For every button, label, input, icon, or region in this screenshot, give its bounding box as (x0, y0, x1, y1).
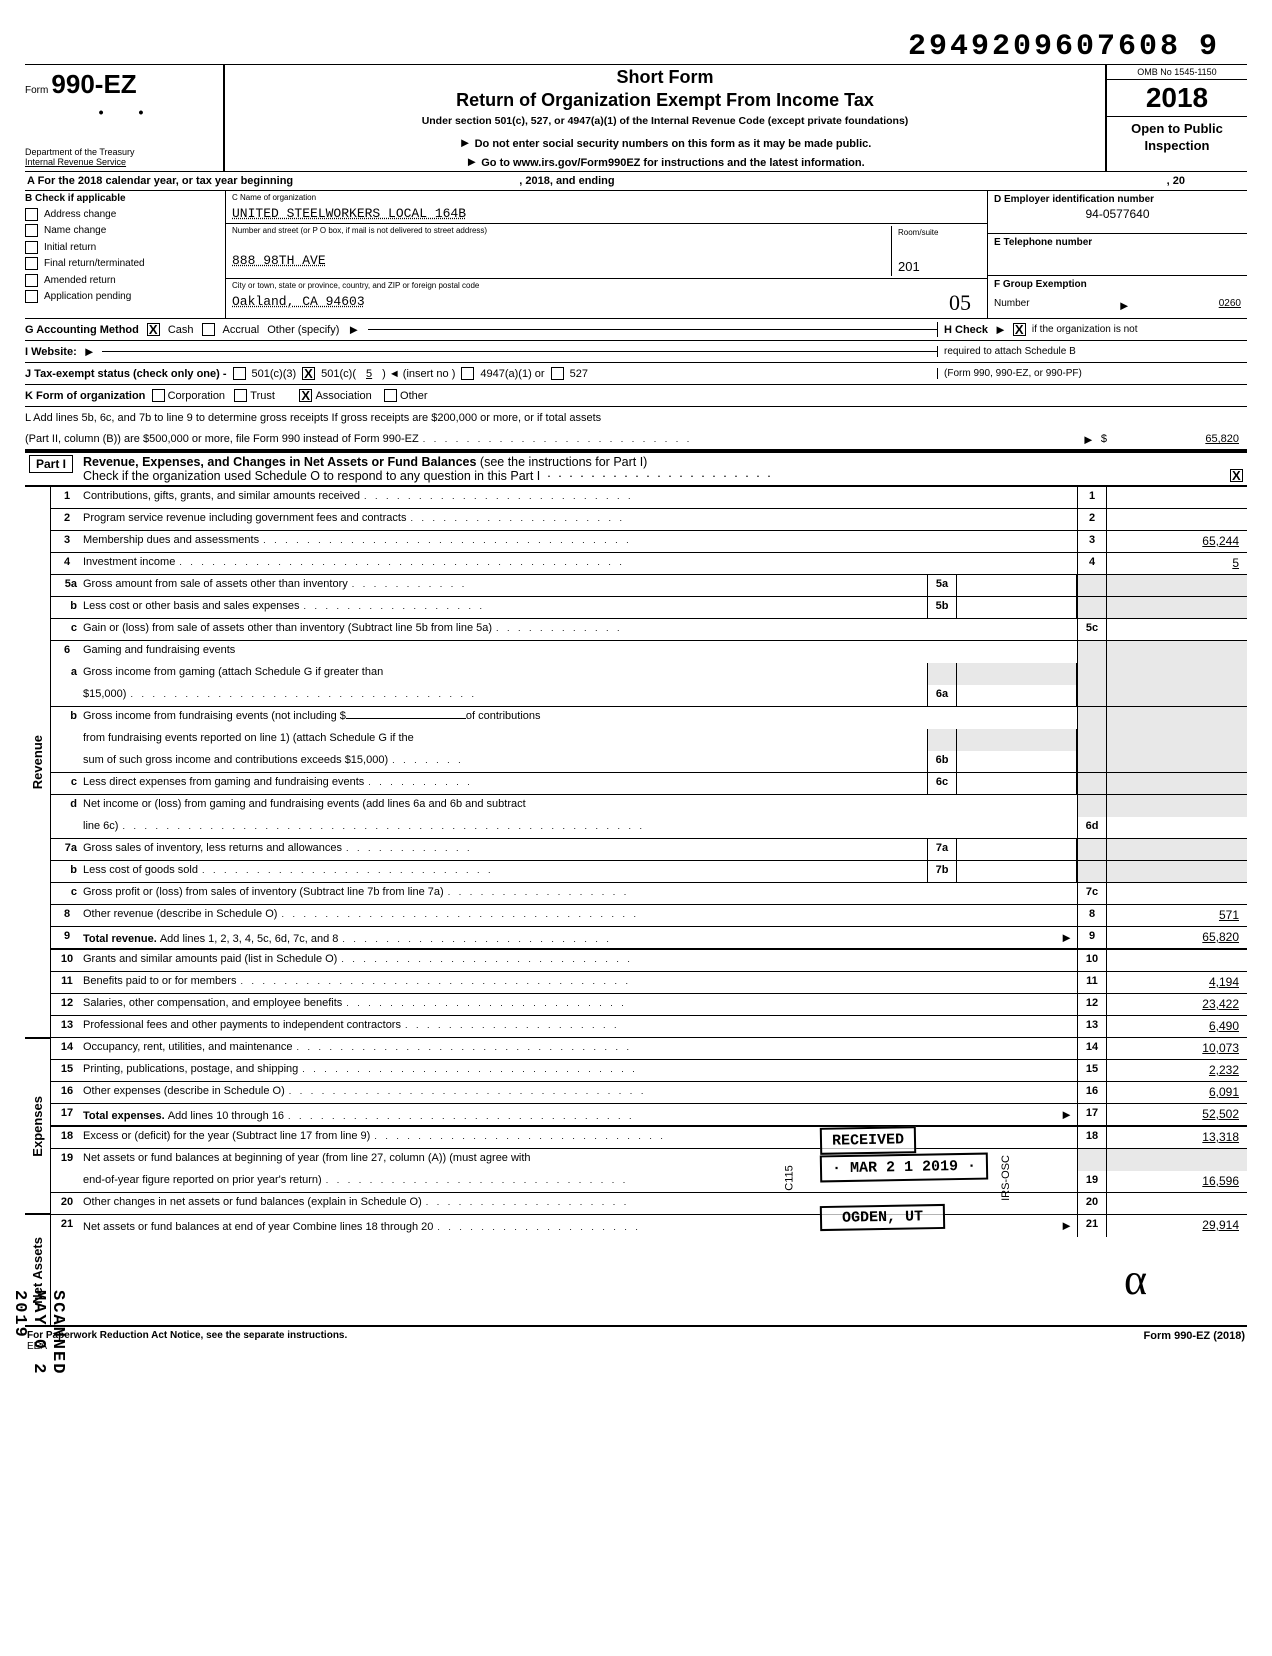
line-5c-val (1107, 619, 1247, 640)
cb-initial-return[interactable] (25, 241, 38, 254)
main-financial-table: Revenue Expenses Net Assets 1Contributio… (25, 486, 1247, 1327)
row-g-h: G Accounting Method Cash Accrual Other (… (25, 319, 1247, 341)
cb-schedule-b[interactable] (1013, 323, 1026, 336)
part-1-header: Part I Revenue, Expenses, and Changes in… (25, 451, 1247, 486)
cb-cash[interactable] (147, 323, 160, 336)
handwritten-signature: α (1124, 1254, 1147, 1305)
line-2-val (1107, 509, 1247, 530)
form-number: 990-EZ (51, 69, 136, 99)
line-1-val (1107, 487, 1247, 508)
revenue-label: Revenue (28, 735, 47, 789)
line-10-val (1107, 950, 1247, 971)
line-19-val: 16,596 (1107, 1171, 1247, 1192)
title-return: Return of Organization Exempt From Incom… (231, 90, 1099, 111)
row-i-website: I Website:► required to attach Schedule … (25, 341, 1247, 363)
form-ref: Form 990-EZ (2018) (1144, 1330, 1245, 1352)
street-address: 888 98TH AVE (232, 253, 891, 268)
room-suite: 201 (898, 259, 975, 274)
expenses-label: Expenses (28, 1096, 47, 1157)
line-16-val: 6,091 (1107, 1082, 1247, 1103)
handwritten-05: 05 (949, 290, 971, 316)
cb-address-change[interactable] (25, 208, 38, 221)
cb-association[interactable] (299, 389, 312, 402)
line-6d-val (1107, 817, 1247, 838)
section-c-org-info: C Name of organization UNITED STEELWORKE… (225, 191, 987, 318)
cb-accrual[interactable] (202, 323, 215, 336)
cb-4947[interactable] (461, 367, 474, 380)
row-a-tax-year: A For the 2018 calendar year, or tax yea… (25, 172, 1247, 191)
tax-year: 2018 (1107, 80, 1247, 117)
footer: For Paperwork Reduction Act Notice, see … (25, 1327, 1247, 1355)
goto-url: Go to www.irs.gov/Form990EZ for instruct… (481, 157, 864, 169)
line-7c-val (1107, 883, 1247, 904)
cb-application-pending[interactable] (25, 290, 38, 303)
gross-receipts: 65,820 (1107, 433, 1247, 445)
barcode-number: 2949209607608 (908, 30, 1181, 64)
row-l-1: L Add lines 5b, 6c, and 7b to line 9 to … (25, 407, 1247, 429)
row-j-tax-status: J Tax-exempt status (check only one) - 5… (25, 363, 1247, 385)
stamp-scanned: SCANNED MAY 0 2 2019 (10, 1290, 67, 1375)
subtitle-section: Under section 501(c), 527, or 4947(a)(1)… (231, 115, 1099, 127)
section-d-e-f: D Employer identification number 94-0577… (987, 191, 1247, 318)
line-18-val: 13,318 (1107, 1127, 1247, 1148)
ssn-warning: Do not enter social security numbers on … (475, 138, 872, 150)
cb-name-change[interactable] (25, 224, 38, 237)
cb-501c[interactable] (302, 367, 315, 380)
section-b-checkboxes: B Check if applicable Address change Nam… (25, 191, 225, 318)
org-name: UNITED STEELWORKERS LOCAL 164B (232, 206, 981, 221)
line-8-val: 571 (1107, 905, 1247, 926)
cb-trust[interactable] (234, 389, 247, 402)
ein: 94-0577640 (994, 207, 1241, 221)
line-13-val: 6,490 (1107, 1016, 1247, 1037)
form-word: Form (25, 85, 48, 96)
city-state-zip: Oakland, CA 94603 (232, 294, 365, 316)
cb-501c3[interactable] (233, 367, 246, 380)
form-header: Form 990-EZ • • Department of the Treasu… (25, 64, 1247, 172)
barcode-row: 2949209607608 9 (25, 30, 1217, 64)
line-14-val: 10,073 (1107, 1038, 1247, 1059)
header-info-grid: B Check if applicable Address change Nam… (25, 191, 1247, 319)
cb-schedule-o[interactable] (1230, 469, 1243, 482)
row-l-2: (Part II, column (B)) are $500,000 or mo… (25, 429, 1247, 451)
dept-line2: Internal Revenue Service (25, 157, 217, 167)
row-k-form-org: K Form of organization Corporation Trust… (25, 385, 1247, 407)
title-short-form: Short Form (231, 67, 1099, 88)
line-21-val: 29,914 (1107, 1215, 1247, 1237)
cb-other-org[interactable] (384, 389, 397, 402)
line-20-val (1107, 1193, 1247, 1214)
cb-amended-return[interactable] (25, 274, 38, 287)
dept-line1: Department of the Treasury (25, 147, 217, 157)
stamp-irs-osc: IRS-OSC (1000, 1155, 1012, 1201)
cb-final-return[interactable] (25, 257, 38, 270)
omb-number: OMB No 1545-1150 (1107, 65, 1247, 80)
barcode-suffix: 9 (1199, 30, 1217, 64)
cb-corporation[interactable] (152, 389, 165, 402)
open-public-1: Open to Public (1109, 121, 1245, 138)
stamp-c115: C115 (784, 1165, 796, 1190)
line-15-val: 2,232 (1107, 1060, 1247, 1081)
line-12-val: 23,422 (1107, 994, 1247, 1015)
line-17-val: 52,502 (1107, 1104, 1247, 1125)
line-11-val: 4,194 (1107, 972, 1247, 993)
group-exemption: 0260 (1219, 298, 1241, 313)
line-9-val: 65,820 (1107, 927, 1247, 948)
cb-527[interactable] (551, 367, 564, 380)
line-3-val: 65,244 (1107, 531, 1247, 552)
open-public-2: Inspection (1109, 138, 1245, 155)
line-4-val: 5 (1107, 553, 1247, 574)
